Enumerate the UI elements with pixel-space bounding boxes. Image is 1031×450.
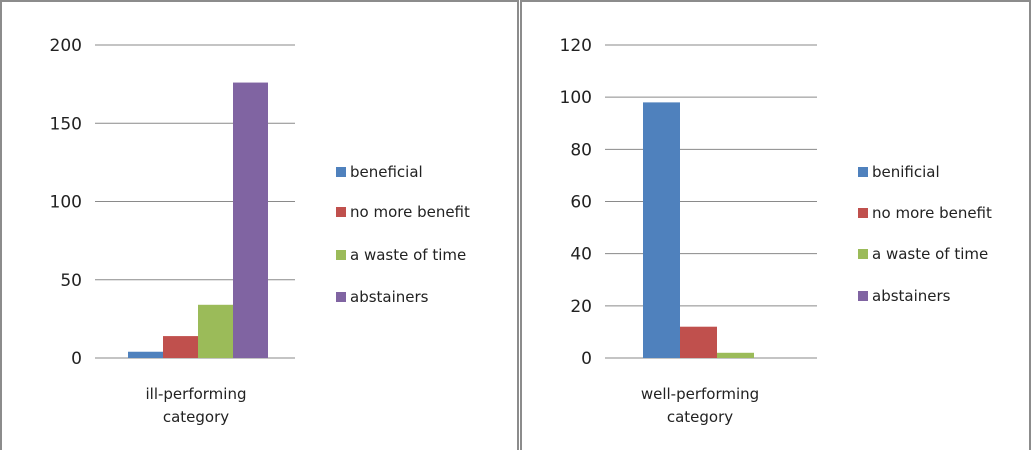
left-y-tick-label: 200 xyxy=(50,36,82,56)
right-y-tick-label: 80 xyxy=(570,140,592,160)
chart-panel-right xyxy=(520,0,1031,450)
right-bar-no-more-benefit xyxy=(680,326,717,358)
left-bar-a-waste-of-time xyxy=(198,304,233,358)
left-bar-no-more-benefit xyxy=(163,336,198,358)
left-category-label: ill-performing xyxy=(145,385,246,403)
left-y-tick-label: 0 xyxy=(71,349,82,369)
right-bar-benificial xyxy=(643,102,680,358)
right-category-label: well-performing xyxy=(641,385,759,403)
right-legend-label: abstainers xyxy=(872,287,951,305)
left-legend-swatch-0 xyxy=(336,167,346,177)
right-legend-label: no more benefit xyxy=(872,204,992,222)
right-y-tick-label: 100 xyxy=(560,88,592,108)
right-legend-label: benificial xyxy=(872,163,940,181)
left-legend-swatch-2 xyxy=(336,250,346,260)
right-bar-a-waste-of-time xyxy=(717,352,754,358)
right-legend-swatch-3 xyxy=(858,291,868,301)
left-legend-swatch-3 xyxy=(336,292,346,302)
left-bar-abstainers xyxy=(233,82,268,358)
right-y-tick-label: 40 xyxy=(570,245,592,265)
left-y-tick-label: 100 xyxy=(50,193,82,213)
right-y-tick-label: 20 xyxy=(570,297,592,317)
right-legend-label: a waste of time xyxy=(872,245,988,263)
left-category-label: category xyxy=(163,408,229,426)
right-legend-swatch-2 xyxy=(858,249,868,259)
left-bar-beneficial xyxy=(128,351,163,358)
left-legend-label: beneficial xyxy=(350,163,423,181)
left-legend-label: abstainers xyxy=(350,288,429,306)
left-legend-label: a waste of time xyxy=(350,246,466,264)
right-category-label: category xyxy=(667,408,733,426)
right-legend-swatch-1 xyxy=(858,208,868,218)
right-y-tick-label: 0 xyxy=(581,349,592,369)
right-y-tick-label: 60 xyxy=(570,193,592,213)
left-legend-label: no more benefit xyxy=(350,203,470,221)
left-y-tick-label: 150 xyxy=(50,114,82,134)
left-y-tick-label: 50 xyxy=(60,271,82,291)
right-legend-swatch-0 xyxy=(858,167,868,177)
right-y-tick-label: 120 xyxy=(560,36,592,56)
left-legend-swatch-1 xyxy=(336,207,346,217)
